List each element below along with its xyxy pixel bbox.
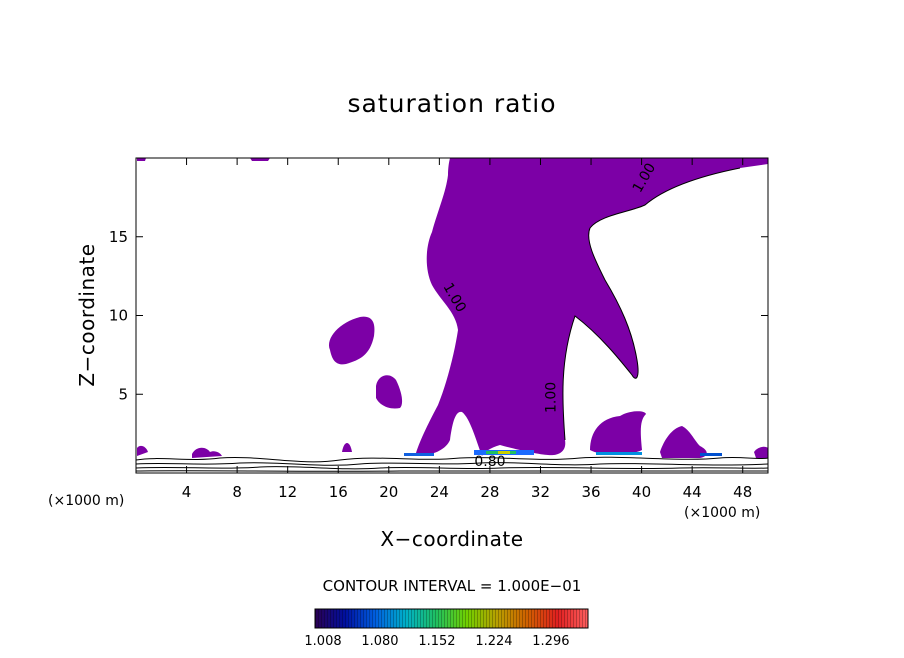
cloud-main-column [416,158,768,456]
highlight-blue-2 [404,453,434,456]
contour-interval-label: CONTOUR INTERVAL = 1.000E−01 [323,577,582,595]
cloud-small-blob [376,375,403,409]
colorbar-stripes [315,609,588,628]
cloud-surface-2 [192,447,222,458]
cloud-top-left [250,158,270,161]
highlight-yellow [498,451,510,454]
x-tick-label: 44 [683,483,702,501]
x-ticks: 4 8 12 16 20 24 28 32 36 40 44 48 [182,158,752,501]
x-tick-label: 36 [581,483,600,501]
cloud-left-blob [329,316,375,365]
cloud-right-low [590,411,646,455]
y-tick-label: 10 [109,307,128,325]
x-tick-label: 24 [430,483,449,501]
colorbar-tick-label: 1.296 [532,634,569,649]
colorbar-labels: 1.008 1.080 1.152 1.224 1.296 [304,634,569,649]
x-unit-label-left: (×1000 m) [48,493,124,509]
x-tick-label: 20 [379,483,398,501]
x-tick-label: 28 [480,483,499,501]
cloud-outline [562,167,741,441]
x-tick-label: 4 [182,483,192,501]
x-tick-label: 16 [329,483,348,501]
x-tick-label: 12 [278,483,297,501]
contour-label: 0.80 [474,454,505,470]
colorbar-tick-label: 1.224 [475,634,512,649]
colorbar-tick-label: 1.008 [304,634,341,649]
y-ticks: 5 10 15 [109,228,768,403]
x-tick-label: 40 [632,483,651,501]
highlight-blue-4 [700,453,722,456]
x-tick-label: 48 [733,483,752,501]
surface-contours [136,456,768,472]
cloud-top-left-2 [137,158,146,161]
cloud-far-right [660,426,707,458]
y-tick-label: 5 [118,385,128,403]
cloud-surface-4 [754,446,768,458]
chart-title: saturation ratio [347,89,556,118]
y-axis-title: Z−coordinate [75,243,99,386]
cloud-surface-3 [342,443,352,452]
x-axis-title: X−coordinate [380,527,523,551]
y-tick-label: 15 [109,228,128,246]
colorbar-tick-label: 1.080 [361,634,398,649]
x-unit-label-right: (×1000 m) [684,505,760,521]
cloud-surface-1 [137,445,148,456]
highlight-blue-3 [596,452,642,455]
x-tick-label: 8 [232,483,242,501]
contour-label: 1.00 [544,382,560,413]
colorbar-frame [314,608,589,629]
plot-area [136,158,768,473]
colorbar-tick-label: 1.152 [418,634,455,649]
x-tick-label: 32 [531,483,550,501]
